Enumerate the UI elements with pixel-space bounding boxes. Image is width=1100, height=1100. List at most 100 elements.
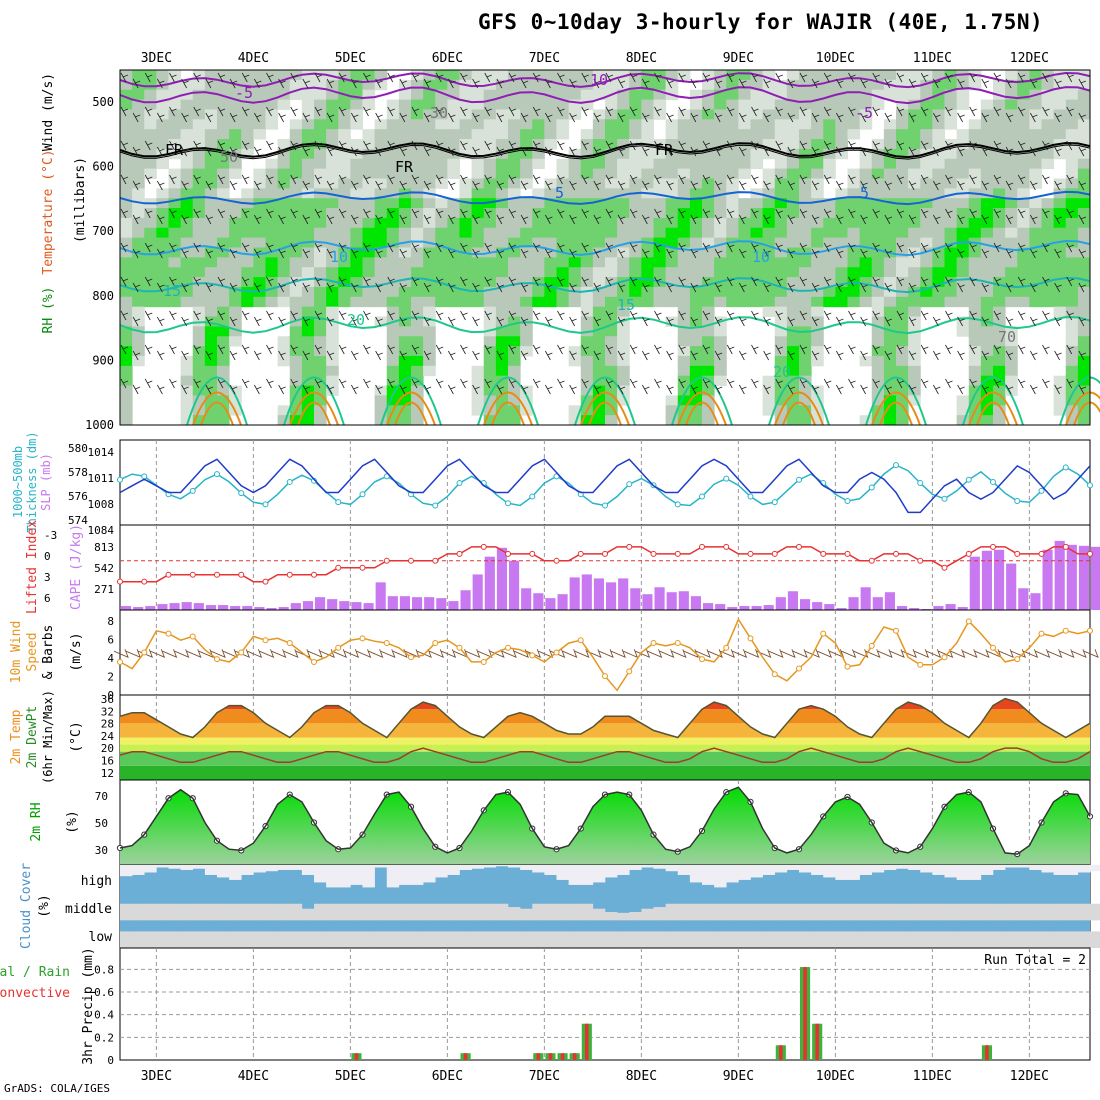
rh-shade-cell — [398, 247, 412, 258]
rh-shade-cell — [653, 198, 667, 209]
rh-shade-cell — [398, 158, 412, 170]
cape-bar — [484, 556, 495, 610]
rh-shade-cell — [896, 385, 909, 396]
rh-shade-cell — [1053, 79, 1067, 91]
cloud-bar — [459, 865, 472, 870]
rh-shade-cell — [398, 99, 412, 110]
rh-shade-cell — [180, 257, 194, 268]
rh-shade-cell — [968, 267, 982, 278]
wind-barb — [726, 140, 735, 151]
rh-shade-cell — [677, 286, 691, 298]
rh-shade-cell — [520, 346, 533, 357]
rh-shade-cell — [362, 99, 376, 110]
rh-shade-cell — [605, 355, 618, 367]
wind-barb — [908, 214, 917, 225]
rh-shade-cell — [277, 79, 291, 91]
rh-shade-cell — [386, 257, 400, 268]
rh-shade-cell — [301, 365, 315, 377]
wind-barb — [545, 282, 553, 293]
wind-barb — [629, 310, 638, 321]
rh-shade-cell — [653, 208, 667, 219]
cape-bar — [703, 603, 714, 610]
cloud-bar — [605, 865, 618, 878]
rh-shade-cell — [726, 227, 739, 239]
rh-shade-cell — [1053, 148, 1067, 160]
rh-shade-cell — [908, 109, 921, 120]
rh-shade-cell — [265, 267, 279, 278]
cape-ylabel: CAPE (J/kg) — [69, 524, 84, 610]
wind-barb — [411, 208, 420, 219]
rh-shade-cell — [423, 148, 436, 160]
rh-shade-cell — [398, 415, 412, 426]
cape-bar — [884, 592, 895, 610]
rh-shade-cell — [580, 237, 594, 248]
rh-shade-cell — [689, 346, 703, 357]
rh-shade-cell — [786, 365, 800, 377]
rh-shade-cell — [362, 79, 376, 91]
upper-ylabel: (millibars) — [73, 157, 88, 243]
wind-barb — [375, 214, 383, 225]
wind-barb — [266, 106, 274, 117]
thickness-tick-label: 580 — [68, 442, 88, 455]
rh-shade-cell — [350, 109, 363, 120]
rh-shade-cell — [1041, 158, 1055, 170]
wind-barb-10m — [610, 649, 626, 659]
wind-barb — [302, 248, 311, 259]
rh-shade-cell — [544, 198, 557, 209]
rh-shade-cell — [750, 227, 764, 239]
rh-shade-cell — [277, 415, 291, 426]
rh-shade-cell — [908, 375, 921, 387]
contour-label: 10 — [590, 71, 608, 89]
rh-shade-cell — [217, 168, 230, 179]
rh-shade-cell — [435, 178, 448, 189]
wind-barb — [775, 106, 783, 117]
rh-shade-cell — [241, 227, 254, 239]
rh-shade-cell — [726, 286, 739, 298]
rh-shade-cell — [689, 286, 703, 298]
rh-shade-cell — [835, 99, 848, 110]
lifted-index-line-point — [505, 550, 511, 557]
rh-shade-cell — [871, 267, 885, 278]
cape-bar — [981, 550, 992, 610]
wind-barb — [605, 378, 614, 389]
rh-shade-cell — [738, 257, 751, 268]
cape-bar — [193, 603, 204, 610]
rh-shade-cell — [993, 129, 1006, 140]
cloud-bar — [1005, 865, 1018, 868]
rh-shade-cell — [532, 70, 545, 81]
rh-shade-cell — [241, 119, 254, 130]
cape-bar — [678, 591, 689, 610]
wind-speed-line-point — [311, 658, 317, 665]
rh-shade-cell — [956, 99, 970, 110]
rh-shade-cell — [1017, 188, 1030, 199]
rh-shade-cell — [605, 109, 618, 120]
rh-shade-cell — [180, 168, 194, 179]
pressure-tick-label: 1000 — [85, 418, 114, 432]
wind-speed-line-point — [456, 644, 463, 651]
rh-shade-cell — [1005, 188, 1018, 199]
cloud-bar — [568, 931, 582, 948]
cloud-bar — [156, 903, 169, 921]
rh-shade-cell — [592, 129, 606, 140]
rh-shade-cell — [253, 277, 266, 288]
rh-shade-cell — [762, 119, 776, 130]
wind-barb — [739, 350, 747, 361]
rh-shade-cell — [483, 277, 497, 288]
rh-shade-cell — [459, 99, 473, 110]
rh-shade-cell — [338, 70, 351, 81]
warm-dome-contour — [380, 376, 442, 426]
rh-shade-cell — [799, 109, 812, 120]
wind-barb — [520, 180, 529, 191]
wind-barb — [181, 146, 189, 157]
rh-shade-cell — [629, 119, 642, 130]
rh-shade-cell — [920, 198, 933, 209]
rh-shade-cell — [217, 375, 230, 387]
cape-bar — [387, 596, 398, 610]
wind-barb — [545, 384, 553, 395]
rh-shade-cell — [435, 89, 448, 101]
wind-barb — [484, 276, 492, 287]
rh-shade-cell — [1077, 227, 1091, 239]
rh-shade-cell — [1005, 326, 1018, 337]
rh-shade-cell — [689, 89, 703, 101]
rh-shade-cell — [714, 217, 727, 229]
